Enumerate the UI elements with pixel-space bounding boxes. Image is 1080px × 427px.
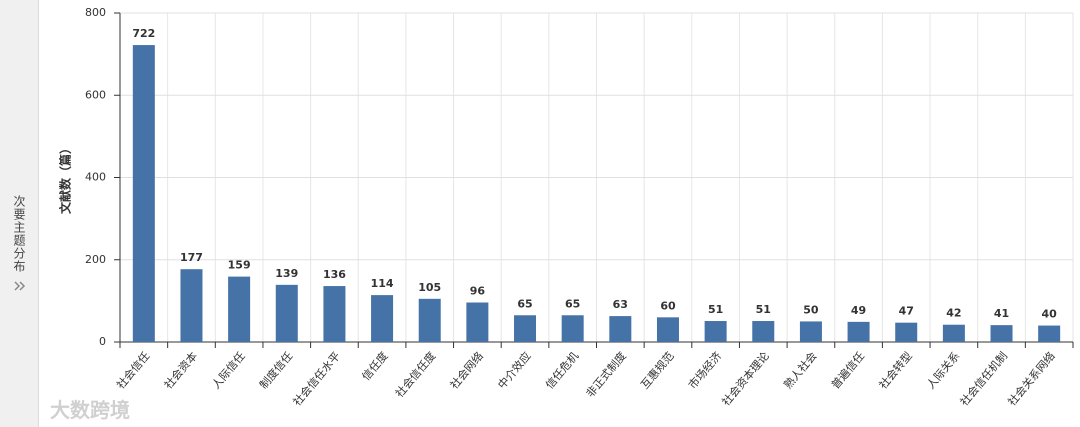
x-tick-label: 社会信任机制 [957, 349, 1010, 409]
value-label: 96 [470, 285, 486, 298]
x-tick-label: 人际信任 [209, 350, 247, 392]
y-tick-label: 800 [85, 6, 106, 19]
bar [561, 315, 584, 342]
x-tick-label: 社会信任度 [392, 349, 438, 400]
value-label: 105 [418, 281, 441, 294]
value-label: 51 [708, 303, 723, 316]
y-tick-label: 400 [85, 171, 106, 184]
x-tick-label: 社会转型 [876, 349, 915, 392]
value-label: 63 [613, 298, 628, 311]
value-label: 136 [323, 268, 346, 281]
bar [228, 276, 251, 342]
bar [609, 316, 632, 342]
bar [180, 269, 203, 342]
bar [514, 315, 537, 342]
value-label: 49 [851, 304, 866, 317]
value-label: 40 [1042, 308, 1058, 321]
x-tick-label: 市场经济 [685, 349, 724, 392]
x-tick-label: 信任度 [359, 349, 391, 383]
x-tick-label: 信任危机 [542, 349, 581, 392]
bar [323, 286, 346, 342]
value-label: 42 [946, 307, 961, 320]
x-tick-label: 社会网络 [447, 349, 486, 392]
x-tick-label: 中介效应 [495, 349, 534, 392]
bar [990, 325, 1013, 342]
value-label: 60 [660, 299, 676, 312]
x-tick-label: 制度信任 [256, 349, 295, 392]
bar [704, 321, 727, 342]
value-label: 177 [180, 251, 203, 264]
y-axis-label: 文献数（篇） [58, 142, 73, 214]
watermark: 大数跨境 [50, 398, 130, 422]
bar [371, 295, 394, 342]
x-tick-label: 熟人社会 [781, 349, 820, 392]
x-tick-label: 人际关系 [923, 349, 962, 392]
value-label: 65 [517, 297, 532, 310]
value-label: 114 [371, 277, 394, 290]
value-label: 50 [803, 303, 819, 316]
bar [847, 321, 870, 342]
sidebar-title[interactable]: 次要主题分布 [12, 195, 26, 273]
value-label: 65 [565, 297, 580, 310]
value-label: 41 [994, 307, 1009, 320]
value-label: 139 [275, 267, 298, 280]
bar [1038, 325, 1061, 342]
x-tick-label: 社会资本理论 [719, 349, 772, 409]
x-tick-label: 社会资本 [161, 349, 200, 392]
x-tick-label: 社会信任水平 [290, 349, 343, 409]
x-tick-label: 普遍信任 [828, 349, 867, 392]
bar [466, 302, 489, 342]
bar [752, 321, 775, 342]
sidebar[interactable]: 次要主题分布 [0, 0, 39, 427]
x-tick-label: 社会关系网络 [1005, 349, 1058, 409]
value-label: 159 [228, 259, 251, 272]
y-tick-label: 600 [85, 88, 106, 101]
x-tick-label: 非正式制度 [583, 349, 629, 400]
y-tick-label: 0 [99, 335, 106, 348]
value-label: 722 [132, 27, 155, 40]
bar [656, 317, 679, 342]
x-tick-label: 互惠规范 [638, 349, 677, 392]
bar [132, 45, 155, 342]
bar [799, 321, 822, 342]
bar [418, 298, 441, 342]
x-tick-label: 社会信任 [113, 349, 152, 392]
bar [895, 322, 918, 342]
value-label: 47 [899, 305, 914, 318]
y-tick-label: 200 [85, 253, 106, 266]
bar [275, 284, 298, 342]
bar [942, 324, 965, 342]
value-label: 51 [756, 303, 771, 316]
